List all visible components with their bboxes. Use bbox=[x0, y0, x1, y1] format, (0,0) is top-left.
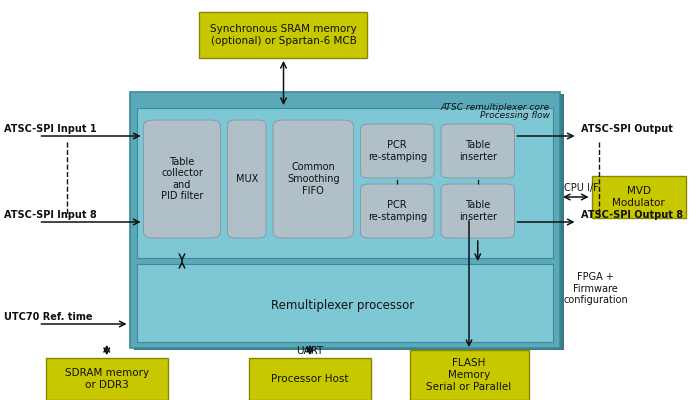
Text: ATSC-SPI Output 8: ATSC-SPI Output 8 bbox=[581, 210, 683, 220]
Bar bbox=[46, 358, 168, 400]
FancyBboxPatch shape bbox=[441, 124, 514, 178]
Bar bbox=[134, 94, 564, 350]
Bar bbox=[136, 264, 553, 342]
Text: Processor Host: Processor Host bbox=[271, 374, 349, 384]
Bar bbox=[199, 12, 368, 58]
Text: Remultiplexer processor: Remultiplexer processor bbox=[272, 300, 414, 312]
Text: UTC70 Ref. time: UTC70 Ref. time bbox=[4, 312, 92, 322]
Text: Table
inserter: Table inserter bbox=[458, 140, 497, 162]
Text: ATSC-SPI Input 1: ATSC-SPI Input 1 bbox=[4, 124, 96, 134]
Bar bbox=[592, 176, 686, 218]
Text: Processing flow: Processing flow bbox=[480, 112, 550, 120]
Text: ATSC-SPI Output: ATSC-SPI Output bbox=[581, 124, 673, 134]
Text: Common
Smoothing
FIFO: Common Smoothing FIFO bbox=[287, 162, 340, 196]
FancyBboxPatch shape bbox=[360, 124, 434, 178]
Text: ATSC remultiplexer core: ATSC remultiplexer core bbox=[440, 104, 550, 112]
Bar bbox=[410, 350, 528, 400]
Text: PCR
re-stamping: PCR re-stamping bbox=[368, 140, 427, 162]
Text: PCR
re-stamping: PCR re-stamping bbox=[368, 200, 427, 222]
FancyBboxPatch shape bbox=[228, 120, 266, 238]
Text: CPU I/F: CPU I/F bbox=[564, 183, 598, 193]
Text: ATSC-SPI Input 8: ATSC-SPI Input 8 bbox=[4, 210, 97, 220]
FancyBboxPatch shape bbox=[273, 120, 354, 238]
Text: MVD
Modulator: MVD Modulator bbox=[612, 186, 665, 208]
Text: SDRAM memory
or DDR3: SDRAM memory or DDR3 bbox=[64, 368, 149, 390]
Text: Synchronous SRAM memory
(optional) or Spartan-6 MCB: Synchronous SRAM memory (optional) or Sp… bbox=[210, 24, 357, 46]
Bar bbox=[136, 108, 553, 258]
Text: UART: UART bbox=[296, 346, 323, 356]
Text: FPGA +
Firmware
configuration: FPGA + Firmware configuration bbox=[564, 272, 629, 305]
Text: Table
collector
and
PID filter: Table collector and PID filter bbox=[161, 156, 203, 202]
Bar bbox=[248, 358, 371, 400]
FancyBboxPatch shape bbox=[360, 184, 434, 238]
Bar bbox=[130, 92, 560, 348]
Text: Table
inserter: Table inserter bbox=[458, 200, 497, 222]
FancyBboxPatch shape bbox=[144, 120, 220, 238]
Text: MUX: MUX bbox=[236, 174, 258, 184]
FancyBboxPatch shape bbox=[441, 184, 514, 238]
Text: FLASH
Memory
Serial or Parallel: FLASH Memory Serial or Parallel bbox=[426, 358, 512, 392]
